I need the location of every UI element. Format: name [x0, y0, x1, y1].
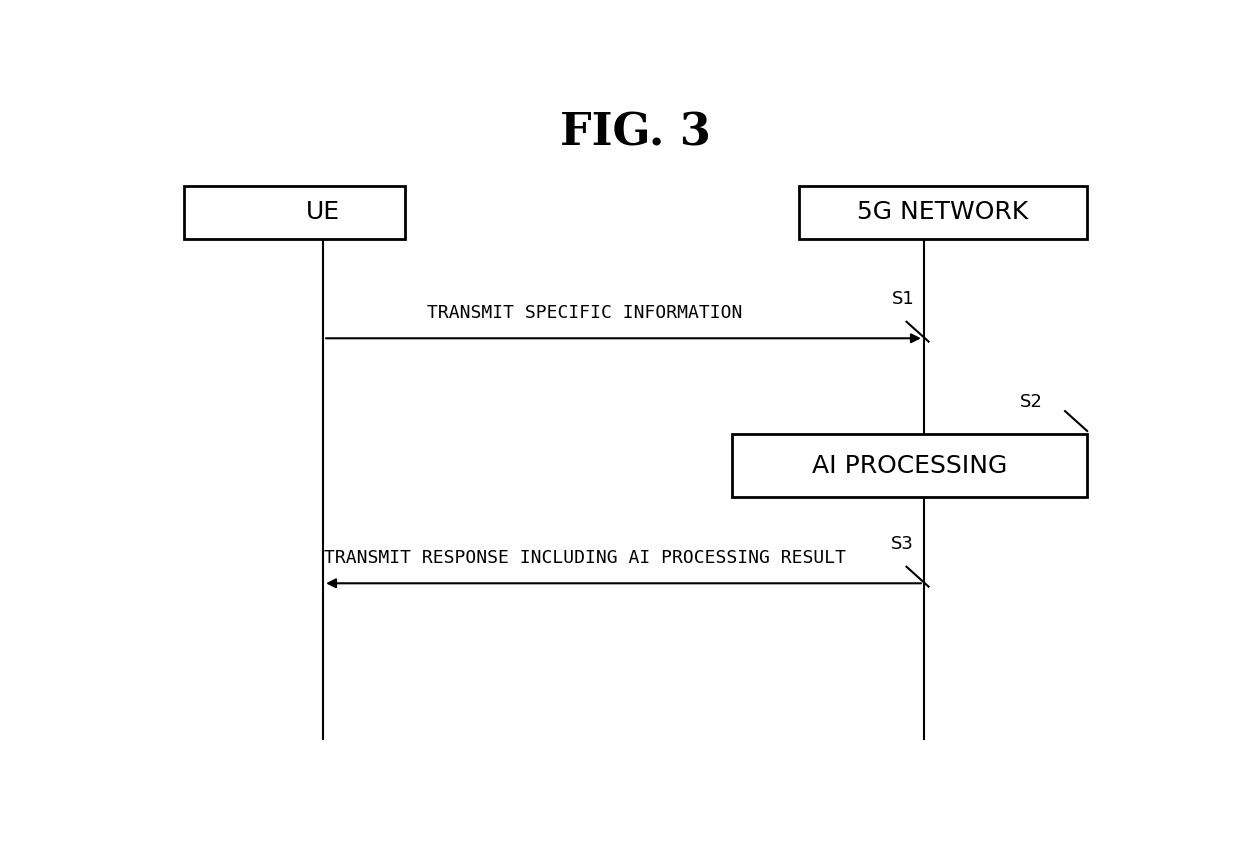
Text: AI PROCESSING: AI PROCESSING [812, 454, 1007, 478]
Text: UE: UE [306, 200, 340, 224]
Text: FIG. 3: FIG. 3 [560, 112, 711, 155]
Bar [799, 186, 1087, 239]
Bar [184, 186, 404, 239]
Text: 5G NETWORK: 5G NETWORK [857, 200, 1029, 224]
Bar [732, 434, 1087, 497]
Text: S1: S1 [892, 291, 914, 309]
Text: S3: S3 [892, 536, 914, 554]
Text: TRANSMIT SPECIFIC INFORMATION: TRANSMIT SPECIFIC INFORMATION [428, 304, 743, 322]
Text: S2: S2 [1019, 393, 1043, 411]
Text: TRANSMIT RESPONSE INCLUDING AI PROCESSING RESULT: TRANSMIT RESPONSE INCLUDING AI PROCESSIN… [324, 549, 846, 567]
